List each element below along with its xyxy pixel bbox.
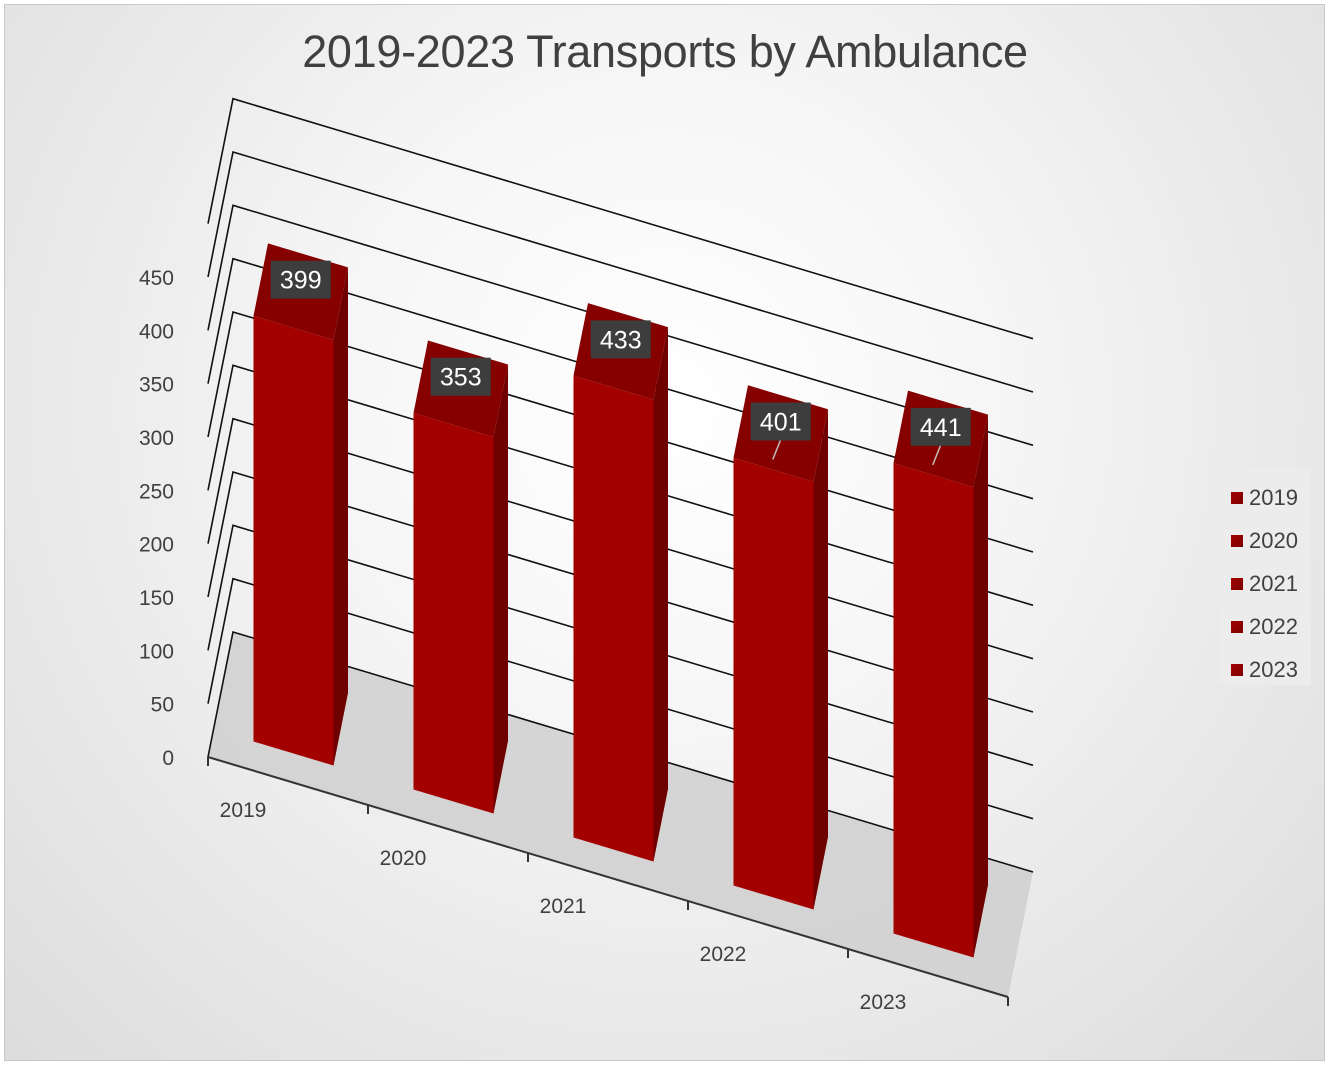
legend-swatch — [1231, 534, 1243, 547]
legend-label: 2020 — [1249, 527, 1298, 553]
x-tick-label: 2020 — [380, 847, 427, 870]
bar-front — [893, 463, 974, 958]
bar — [413, 340, 508, 814]
gridline — [207, 204, 1034, 447]
data-label-box — [590, 320, 651, 359]
bar — [733, 385, 828, 910]
bar-side — [653, 327, 668, 862]
gridline — [207, 150, 1034, 393]
chart-title: 2019-2023 Transports by Ambulance — [302, 26, 1028, 77]
label-leader — [772, 439, 782, 460]
data-label-box — [270, 260, 331, 299]
y-tick-label: 200 — [139, 534, 174, 557]
legend-item: 2023 — [1219, 648, 1311, 691]
data-label: 401 — [760, 409, 802, 437]
bar-side — [973, 414, 988, 958]
bar-front — [253, 315, 334, 766]
bar — [573, 303, 668, 862]
legend-label: 2023 — [1249, 656, 1298, 682]
y-tick-label: 150 — [139, 587, 174, 610]
legend-swatch — [1231, 663, 1243, 676]
x-tick-label: 2019 — [220, 799, 267, 822]
legend: 2019 2020 2021 2022 2023 — [1219, 468, 1311, 685]
legend-swatch — [1231, 491, 1243, 504]
legend-item: 2020 — [1219, 519, 1311, 562]
data-label-box — [750, 402, 811, 441]
x-tick-label: 2021 — [540, 895, 587, 918]
y-tick-label: 300 — [139, 427, 174, 450]
bar-side — [333, 267, 348, 766]
x-tick-label: 2023 — [860, 991, 907, 1014]
legend-item: 2021 — [1219, 562, 1311, 605]
y-tick-label: 250 — [139, 480, 174, 503]
y-tick-label: 450 — [139, 267, 174, 290]
x-axis-line — [207, 756, 1009, 998]
bar-front — [573, 375, 654, 862]
y-tick-label: 100 — [139, 640, 174, 663]
bar-side — [493, 364, 508, 814]
legend-swatch — [1231, 620, 1243, 633]
data-label: 353 — [440, 364, 482, 392]
y-tick-label: 350 — [139, 374, 174, 397]
legend-label: 2019 — [1249, 484, 1298, 510]
data-label: 399 — [280, 267, 322, 295]
x-tick-label: 2022 — [700, 943, 747, 966]
bar-front — [733, 457, 814, 910]
legend-item: 2019 — [1219, 476, 1311, 519]
bar-front — [413, 413, 494, 814]
data-label: 441 — [920, 414, 962, 442]
bar — [893, 390, 988, 958]
y-tick-label: 50 — [151, 694, 174, 717]
data-label: 433 — [600, 326, 642, 354]
bar-side — [813, 409, 828, 910]
bar — [253, 243, 348, 766]
gridline — [207, 97, 1034, 340]
data-label-box — [430, 357, 491, 396]
legend-item: 2022 — [1219, 605, 1311, 648]
legend-swatch — [1231, 577, 1243, 590]
label-leader — [932, 444, 942, 466]
y-tick-label: 400 — [139, 320, 174, 343]
data-label-box — [910, 407, 971, 446]
legend-label: 2021 — [1249, 570, 1298, 596]
legend-label: 2022 — [1249, 613, 1298, 639]
y-tick-label: 0 — [162, 747, 174, 770]
